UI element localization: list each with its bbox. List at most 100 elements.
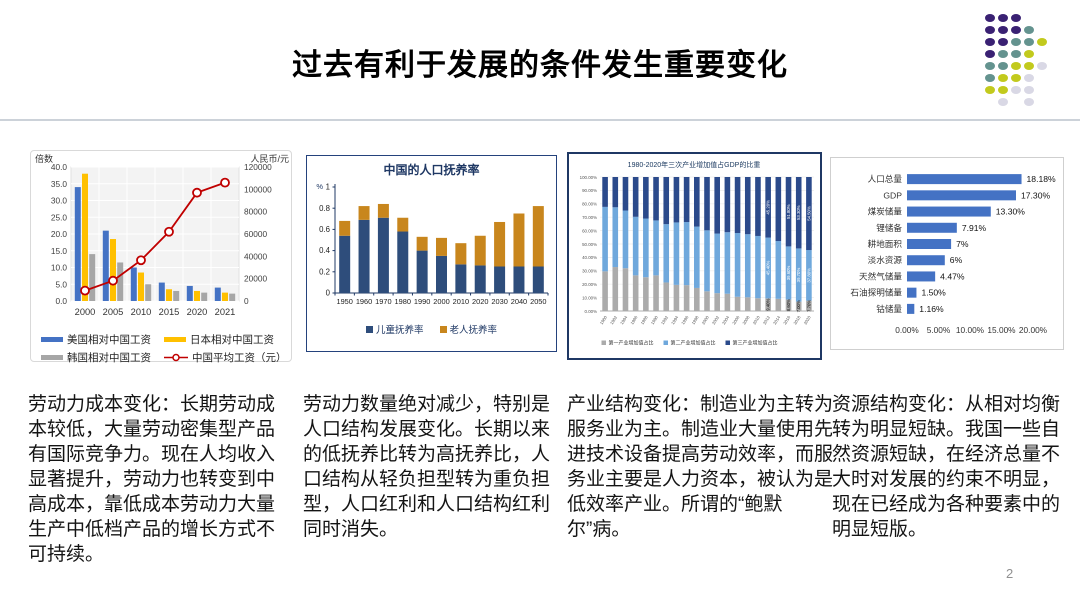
svg-text:2000: 2000 [701,314,711,325]
svg-text:1980: 1980 [395,297,411,306]
svg-text:2015: 2015 [159,307,180,317]
svg-text:20000: 20000 [244,274,267,284]
svg-text:60000: 60000 [244,229,267,239]
svg-text:2004: 2004 [721,314,731,325]
decor-dot [1011,14,1021,22]
svg-text:第一产业增加值占比: 第一产业增加值占比 [609,340,654,347]
decor-dot [998,86,1008,94]
decor-dot [1024,74,1034,82]
svg-text:30.0: 30.0 [51,196,68,206]
resource-chart-plot: 人口总量 18.18% GDP 17.30% 煤炭储量 13.30% 锂储备 7.91% 耕地面… [850,173,1057,335]
decor-dot [985,74,995,82]
svg-text:2005: 2005 [103,307,124,317]
legend-line-marker [164,353,188,362]
svg-text:20.0: 20.0 [51,229,68,239]
svg-text:耕地面积: 耕地面积 [868,238,903,249]
svg-text:50.00%: 50.00% [582,242,597,247]
decor-dot [985,50,995,58]
svg-text:2020: 2020 [187,307,208,317]
legend-item: 美国相对中国工资 [41,332,164,347]
svg-text:51.80%: 51.80% [786,204,791,219]
svg-text:煤炭储量: 煤炭储量 [868,206,903,217]
legend-label: 日本相对中国工资 [190,334,274,346]
svg-text:人口总量: 人口总量 [868,173,903,184]
svg-text:39.60%: 39.60% [786,265,791,280]
svg-text:13.30%: 13.30% [996,207,1026,217]
legend-label: 韩国相对中国工资 [67,352,151,364]
line-series [80,177,230,296]
paragraph-labor-cost: 劳动力成本变化：长期劳动成本较低，大量劳动密集型产品有国际竞争力。现在人均收入显… [28,394,276,565]
svg-text:45.20%: 45.20% [766,200,771,215]
svg-text:2020: 2020 [803,314,813,325]
svg-text:2002: 2002 [711,314,721,325]
svg-text:2010: 2010 [131,307,152,317]
dependency-chart-legend: 儿童抚养率 老人抚养率 [307,322,556,336]
page-number: 2 [1006,566,1014,581]
decor-dot [985,86,995,94]
svg-text:2018: 2018 [792,314,802,325]
legend-swatch [41,355,63,360]
decor-dot [1024,98,1034,106]
svg-text:2020: 2020 [472,297,488,306]
svg-text:100.00%: 100.00% [580,175,597,180]
bar-series [74,173,236,301]
legend-item: 韩国相对中国工资 [41,350,164,365]
svg-text:1980-2020年三次产业增加值占GDP的比重: 1980-2020年三次产业增加值占GDP的比重 [628,160,761,169]
legend-item: 老人抚养率 [439,322,497,336]
svg-text:15.0: 15.0 [51,246,68,256]
svg-text:5.00%: 5.00% [927,325,951,335]
svg-text:2050: 2050 [530,297,546,306]
wage-chart-legend: 美国相对中国工资 日本相对中国工资韩国相对中国工资 中国平均工资（元） [33,329,291,368]
chart-dependency-ratio: 中国的人口抚养率 % 0 0.2 0.4 0.6 0.8 1 1950 1960 1970 1980… [306,155,557,352]
svg-text:1980: 1980 [599,314,609,325]
svg-text:钴储量: 钴储量 [876,303,902,314]
svg-text:7%: 7% [956,239,969,249]
decor-dot [985,26,995,34]
legend-label: 儿童抚养率 [375,325,424,336]
legend-swatch [41,337,63,342]
svg-text:1988: 1988 [640,314,650,325]
decor-dot [1011,38,1021,46]
svg-text:1: 1 [326,183,330,192]
legend-item: 中国平均工资（元） [164,350,287,365]
charts-row: 0.0 5.0 10.0 15.0 20.0 25.0 30.0 35.0 40.0 0 20000… [0,148,1080,368]
decor-dot [985,38,995,46]
svg-text:石油探明储量: 石油探明储量 [850,287,902,298]
svg-text:第三产业增加值占比: 第三产业增加值占比 [733,340,778,347]
svg-text:4.47%: 4.47% [940,271,965,281]
svg-text:18.18%: 18.18% [1027,174,1057,184]
decor-dot [1011,26,1021,34]
svg-text:1990: 1990 [414,297,430,306]
legend-swatch [164,337,186,342]
decor-dot [1011,74,1021,82]
svg-text:100000: 100000 [244,184,272,194]
svg-text:锂储备: 锂储备 [876,222,902,233]
svg-text:淡水资源: 淡水资源 [868,254,903,265]
svg-text:1950: 1950 [336,297,352,306]
svg-text:39.70%: 39.70% [796,268,801,283]
legend-item: 日本相对中国工资 [164,332,287,347]
svg-text:5.0: 5.0 [55,279,67,289]
svg-text:6%: 6% [950,255,963,265]
svg-text:40000: 40000 [244,251,267,261]
svg-text:0.00%: 0.00% [585,309,598,314]
decor-dot [998,38,1008,46]
svg-text:0.6: 0.6 [319,225,330,234]
svg-text:40.00%: 40.00% [582,255,597,260]
svg-text:1998: 1998 [690,314,700,325]
decor-dot [1037,38,1047,46]
svg-text:GDP: GDP [883,190,902,200]
decor-dot [998,74,1008,82]
svg-text:54.50%: 54.50% [806,206,811,221]
svg-text:2010: 2010 [752,314,762,325]
svg-text:2030: 2030 [491,297,507,306]
svg-text:2010: 2010 [453,297,469,306]
svg-text:70.00%: 70.00% [582,215,597,220]
chart-china-world-share: 人口总量 18.18% GDP 17.30% 煤炭储量 13.30% 锂储备 7.91% 耕地面… [830,157,1064,350]
decor-dot [1011,62,1021,70]
svg-text:2021: 2021 [215,307,236,317]
svg-text:17.30%: 17.30% [1021,190,1051,200]
legend-label: 美国相对中国工资 [67,334,151,346]
chart-industry-gdp-share: 1980-2020年三次产业增加值占GDP的比重 0.00% 10.00% 20.00… [567,152,822,360]
svg-text:1990: 1990 [650,314,660,325]
